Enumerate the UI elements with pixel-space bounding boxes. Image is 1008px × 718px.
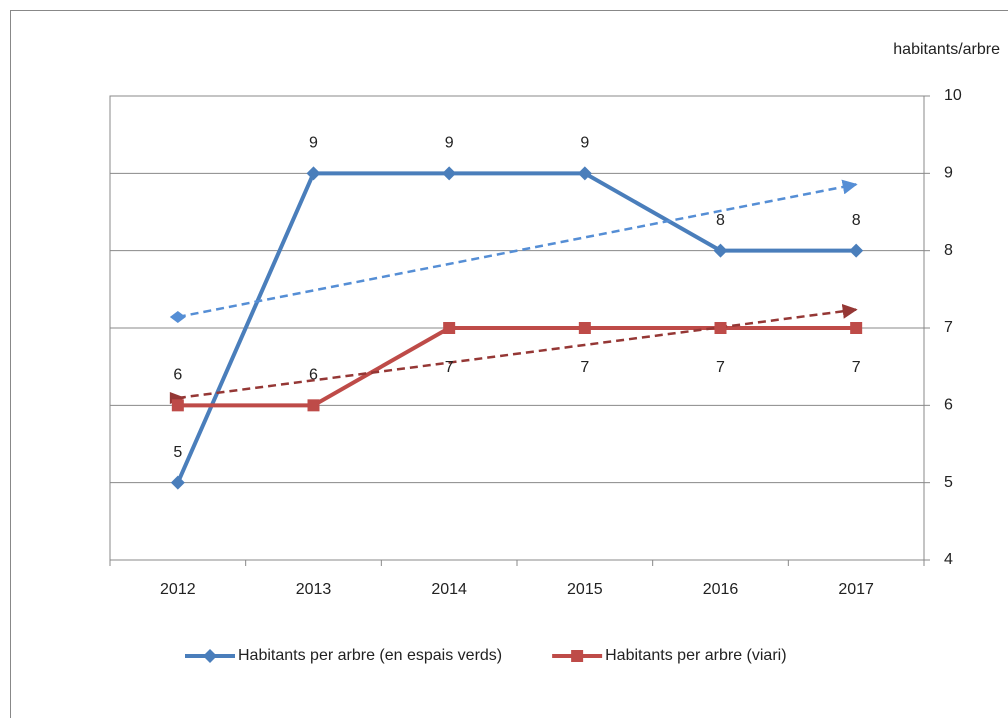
marker [571, 650, 584, 662]
y-tick-label: 8 [944, 242, 953, 259]
data-label: 9 [445, 135, 454, 152]
data-label: 6 [309, 367, 318, 384]
data-label: 5 [173, 444, 182, 461]
marker [713, 243, 728, 258]
marker [850, 322, 863, 334]
marker [306, 166, 321, 181]
data-label: 7 [716, 359, 725, 376]
marker [443, 322, 456, 334]
y-tick-label: 10 [944, 87, 962, 104]
trend-line [177, 179, 858, 319]
y-axis-title: habitants/arbre [893, 41, 1000, 58]
data-label: 8 [852, 212, 861, 229]
y-tick-label: 6 [944, 397, 953, 414]
series-line [177, 326, 857, 408]
x-tick-label: 2015 [567, 581, 603, 598]
y-tick-label: 9 [944, 165, 953, 182]
legend-label: Habitants per arbre (viari) [605, 647, 786, 664]
data-label: 9 [580, 135, 589, 152]
y-tick-label: 5 [944, 474, 953, 491]
data-label: 9 [309, 135, 318, 152]
marker [307, 399, 320, 412]
marker [442, 166, 457, 181]
x-tick-label: 2017 [838, 581, 874, 598]
marker [170, 475, 185, 490]
x-tick-label: 2012 [160, 581, 196, 598]
data-label: 7 [580, 359, 589, 376]
marker [714, 322, 727, 334]
x-tick-label: 2016 [703, 581, 739, 598]
marker [171, 399, 184, 412]
trend-start [169, 310, 186, 323]
marker [203, 649, 217, 663]
data-label: 6 [173, 367, 182, 384]
legend-label: Habitants per arbre (en espais verds) [238, 647, 502, 664]
data-label: 7 [852, 359, 861, 376]
chart-frame [10, 10, 1008, 718]
marker [577, 166, 592, 181]
x-tick-label: 2013 [296, 581, 332, 598]
marker [849, 243, 864, 258]
y-tick-label: 7 [944, 319, 953, 336]
data-label: 8 [716, 212, 725, 229]
marker [578, 322, 591, 334]
data-label: 7 [445, 359, 454, 376]
series-line [176, 171, 857, 484]
trend-line [177, 303, 858, 400]
x-tick-label: 2014 [431, 581, 467, 598]
y-tick-label: 4 [944, 551, 953, 568]
